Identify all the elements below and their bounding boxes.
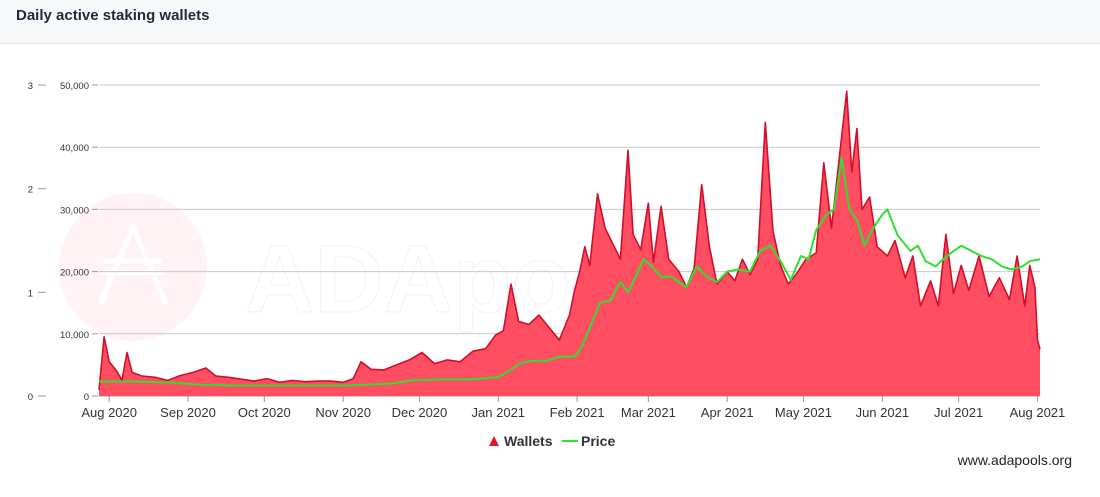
- right-axis-tick-label: 30,000: [60, 205, 89, 216]
- wallets-legend-label: Wallets: [504, 433, 553, 449]
- x-axis-tick-label: Feb 2021: [550, 405, 605, 420]
- x-axis-tick-label: Aug 2021: [1010, 405, 1066, 420]
- right-axis-tick-label: 20,000: [60, 268, 89, 279]
- ada-logo-icon: [59, 193, 207, 341]
- right-axis-tick-label: 0: [84, 392, 89, 403]
- right-axis-tick-label: 10,000: [60, 330, 89, 341]
- left-axis-tick-label: 1: [28, 288, 33, 299]
- ada-symbol-icon: [98, 224, 168, 305]
- series-layer: [98, 90, 1041, 396]
- wallets-legend-icon: [489, 436, 499, 446]
- x-axis-tick-label: May 2021: [775, 405, 832, 420]
- x-axis-tick-label: Mar 2021: [621, 405, 676, 420]
- left-axis: 0 1 2 3: [28, 81, 46, 403]
- legend: Wallets Price: [489, 433, 615, 449]
- x-axis-tick-label: Aug 2020: [81, 405, 137, 420]
- x-axis-tick-label: Dec 2020: [392, 405, 448, 420]
- right-axis: 0 10,000 20,000 30,000 40,000 50,000: [60, 81, 98, 403]
- price-line: [99, 156, 1041, 387]
- wallets-line: [98, 90, 1041, 390]
- x-axis-tick-label: Jun 2021: [856, 405, 910, 420]
- right-axis-tick-label: 50,000: [60, 81, 89, 92]
- x-axis-tick-label: Nov 2020: [315, 405, 371, 420]
- chart-header: Daily active staking wallets: [0, 0, 1100, 44]
- x-axis-tick-label: Jan 2021: [472, 405, 526, 420]
- x-axis-tick-label: Oct 2020: [238, 405, 291, 420]
- x-axis-tick-label: Apr 2021: [701, 405, 754, 420]
- x-axis: Aug 2020 Sep 2020 Oct 2020 Nov 2020 Dec 2020…: [81, 395, 1066, 420]
- right-axis-tick-label: 40,000: [60, 143, 89, 154]
- footer-site-link[interactable]: www.adapools.org: [957, 452, 1072, 468]
- left-axis-tick-label: 3: [28, 81, 33, 92]
- chart-title: Daily active staking wallets: [16, 7, 210, 24]
- price-legend-label: Price: [581, 433, 615, 449]
- left-axis-tick-label: 0: [28, 392, 33, 403]
- x-axis-tick-label: Jul 2021: [934, 405, 983, 420]
- x-axis-tick-label: Sep 2020: [160, 405, 216, 420]
- wallets-area: [99, 91, 1040, 396]
- left-axis-tick-label: 2: [28, 185, 33, 196]
